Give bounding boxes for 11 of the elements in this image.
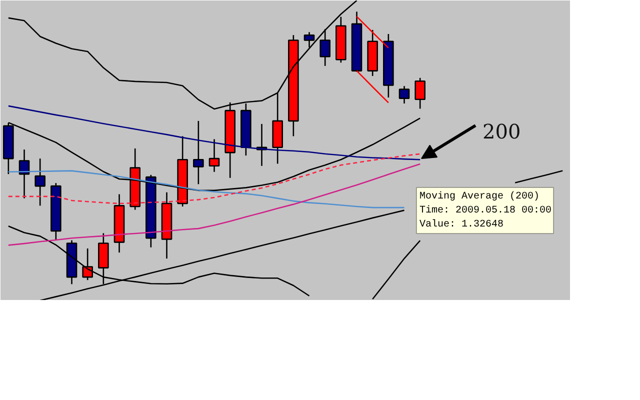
candlestick (34, 158, 46, 206)
annotation: 200 (482, 120, 521, 144)
annotation: Value: 1.32648 (420, 218, 504, 230)
candlestick (304, 31, 315, 48)
annotation: Moving Average (200) (420, 190, 540, 202)
candlestick (208, 138, 220, 173)
candlestick (414, 77, 426, 110)
annotation: Time: 2009.05.18 00:00 (420, 204, 552, 216)
candlestick (320, 28, 330, 67)
candlestick (398, 85, 410, 104)
candlestick (82, 248, 93, 281)
